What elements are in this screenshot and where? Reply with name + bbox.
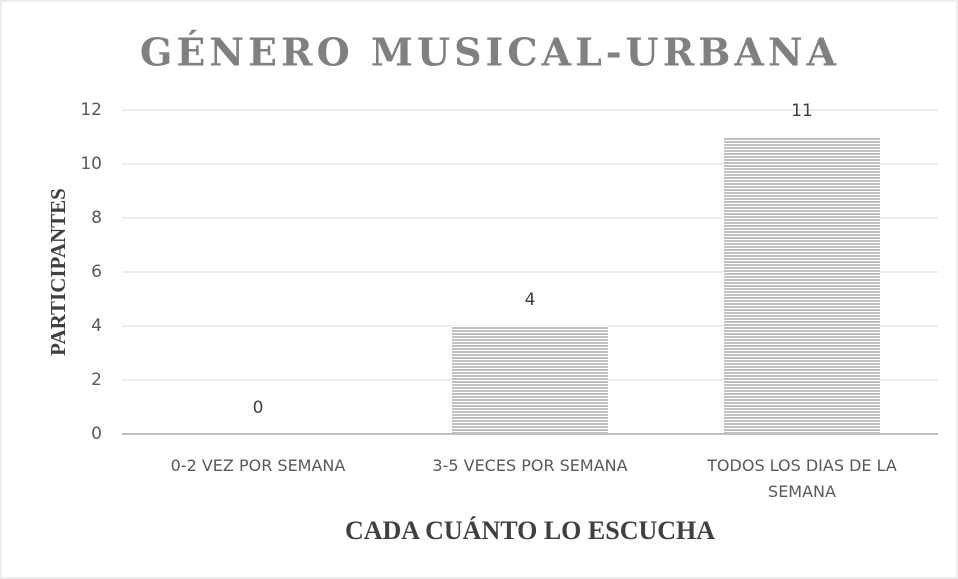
chart-title: GÉNERO MUSICAL-URBANA <box>140 30 840 75</box>
x-axis-label: CADA CUÁNTO LO ESCUCHA <box>345 516 715 545</box>
x-tick-label: 3-5 VECES POR SEMANA <box>432 456 628 475</box>
data-label: 4 <box>525 290 536 310</box>
x-tick-label: 0-2 VEZ POR SEMANA <box>170 456 346 475</box>
bar <box>452 326 608 434</box>
y-tick-label: 6 <box>91 262 102 282</box>
y-tick-label: 12 <box>80 100 102 120</box>
data-label: 0 <box>253 398 264 418</box>
y-tick-label: 8 <box>91 208 102 228</box>
y-tick-label: 4 <box>91 316 102 336</box>
y-tick-label: 2 <box>91 370 102 390</box>
y-tick-label: 0 <box>91 424 102 444</box>
y-axis-label: PARTICIPANTES <box>46 188 70 356</box>
y-tick-label: 10 <box>80 154 102 174</box>
x-tick-label: TODOS LOS DIAS DE LA SEMANA <box>707 456 897 501</box>
data-label: 11 <box>791 101 813 121</box>
bar <box>724 137 880 434</box>
